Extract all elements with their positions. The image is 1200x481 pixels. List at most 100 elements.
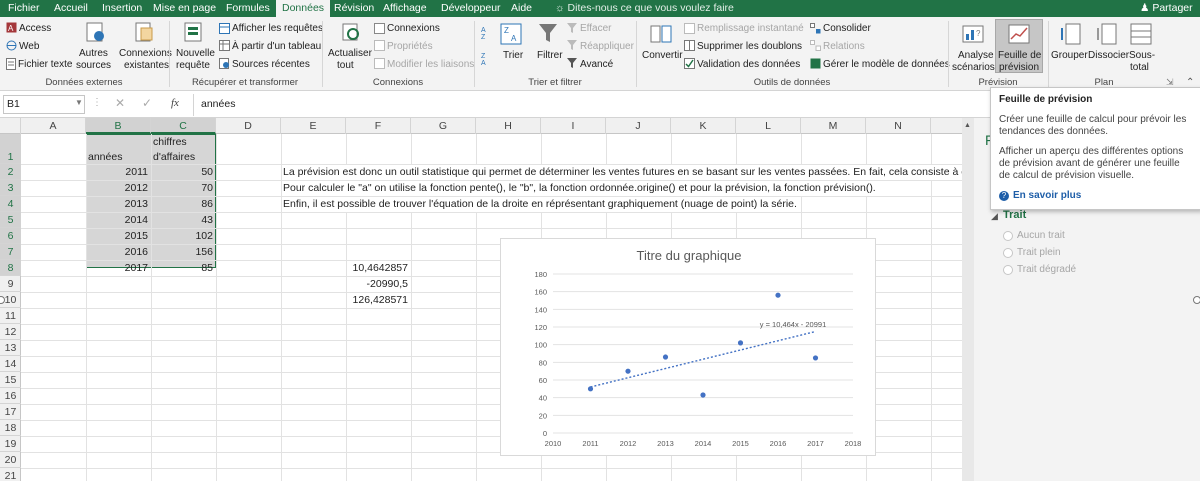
tell-me-box[interactable]: ☼ Dites-nous ce que vous voulez faire (555, 0, 734, 17)
effacer-button[interactable]: Effacer (580, 23, 612, 34)
cell-b7[interactable]: 2016 (124, 246, 148, 258)
col-header-d[interactable]: D (216, 118, 281, 134)
cell-b3[interactable]: 2012 (124, 182, 148, 194)
sources-recentes-button[interactable]: Sources récentes (232, 59, 310, 70)
cell-c5[interactable]: 43 (201, 214, 213, 226)
col-header-i[interactable]: I (541, 118, 606, 134)
check-icon[interactable]: ✓ (142, 96, 153, 110)
cell-c1-line1[interactable]: chiffres (153, 136, 187, 148)
row-header-6[interactable]: 6 (0, 228, 21, 244)
row-header-4[interactable]: 4 (0, 196, 21, 212)
cell-b5[interactable]: 2014 (124, 214, 148, 226)
radio-aucun-trait[interactable] (1003, 231, 1013, 241)
row-header-2[interactable]: 2 (0, 164, 21, 180)
fichier-texte-button[interactable]: Fichier texte (18, 59, 73, 70)
col-header-n[interactable]: N (866, 118, 931, 134)
insert-function-icon[interactable]: fx (171, 97, 179, 109)
formula-input[interactable]: années (201, 98, 236, 110)
cell-c8[interactable]: 85 (201, 262, 213, 274)
proprietes-button[interactable]: Propriétés (387, 41, 433, 52)
tab-affichage[interactable]: Affichage (383, 2, 427, 14)
scatter-chart[interactable]: Titre du graphique 0 20 40 60 80 100 120 140 160 1… (500, 238, 876, 456)
dissocier-button[interactable]: Dissocier (1088, 50, 1130, 61)
col-header-g[interactable]: G (411, 118, 476, 134)
row-header-10[interactable]: 10 (0, 292, 21, 308)
share-button[interactable]: ♟ Partager (1140, 0, 1193, 17)
col-header-m[interactable]: M (801, 118, 866, 134)
radio-trait-degrade[interactable] (1003, 265, 1013, 275)
tab-insertion[interactable]: Insertion (102, 2, 143, 14)
tab-accueil[interactable]: Accueil (54, 2, 88, 14)
tab-donnees[interactable]: Données (276, 0, 331, 17)
col-header-c[interactable]: C (151, 118, 216, 134)
cell-c2[interactable]: 50 (201, 166, 213, 178)
row-header-15[interactable]: 15 (0, 372, 21, 388)
grouper-button[interactable]: Grouper (1051, 50, 1088, 61)
connexions-existantes-button[interactable]: Connexions (119, 48, 172, 59)
col-header-e[interactable]: E (281, 118, 346, 134)
collapse-ribbon-icon[interactable]: ⌃ (1186, 77, 1195, 88)
row-header-18[interactable]: 18 (0, 420, 21, 436)
row-header-17[interactable]: 17 (0, 404, 21, 420)
row-header-7[interactable]: 7 (0, 244, 21, 260)
modifier-liaisons-button[interactable]: Modifier les liaisons (387, 59, 475, 70)
tooltip-learn-more[interactable]: ? En savoir plus (999, 190, 1193, 202)
cell-b1[interactable]: années (88, 151, 123, 163)
col-header-k[interactable]: K (671, 118, 736, 134)
cell-b8[interactable]: 2017 (124, 262, 148, 274)
cell-e2[interactable]: La prévision est donc un outil statistiq… (283, 165, 962, 180)
remplissage-instantane-button[interactable]: Remplissage instantané (697, 23, 804, 34)
row-header-9[interactable]: 9 (0, 276, 21, 292)
section-trait[interactable]: Trait (1003, 209, 1027, 221)
row-header-8[interactable]: 8 (0, 260, 21, 276)
resize-handle-icon[interactable] (1193, 296, 1200, 304)
worksheet-grid[interactable]: A B C D E F G H I J K L M N 1 2 3 4 5 6 … (0, 118, 962, 481)
reappliquer-button[interactable]: Réappliquer (580, 41, 634, 52)
avance-button[interactable]: Avancé (580, 59, 614, 70)
radio-trait-plein[interactable] (1003, 248, 1013, 258)
feuille-prevision-button[interactable] (995, 19, 1043, 73)
col-header-f[interactable]: F (346, 118, 411, 134)
tab-revision[interactable]: Révision (334, 2, 375, 14)
name-box[interactable]: B1 (3, 95, 85, 114)
cell-f9[interactable]: 10,4642857 (352, 262, 408, 274)
row-header-12[interactable]: 12 (0, 324, 21, 340)
cell-f10[interactable]: -20990,5 (366, 278, 408, 290)
row-header-20[interactable]: 20 (0, 452, 21, 468)
access-button[interactable]: Access (19, 23, 52, 34)
a-partir-tableau-button[interactable]: À partir d'un tableau (232, 41, 322, 52)
row-header-16[interactable]: 16 (0, 388, 21, 404)
cell-e4[interactable]: Enfin, il est possible de trouver l'équa… (283, 197, 797, 212)
analyse-scenarios-button[interactable]: Analyse (958, 50, 994, 61)
cancel-icon[interactable]: ✕ (115, 96, 126, 110)
row-header-3[interactable]: 3 (0, 180, 21, 196)
gerer-modele-button[interactable]: Gérer le modèle de données (823, 59, 950, 70)
supprimer-doublons-button[interactable]: Supprimer les doublons (697, 41, 803, 52)
cell-c4[interactable]: 86 (201, 198, 213, 210)
cell-c7[interactable]: 156 (195, 246, 213, 258)
row-header-5[interactable]: 5 (0, 212, 21, 228)
nouvelle-requete-button[interactable]: Nouvelle (176, 48, 215, 59)
actualiser-tout-button[interactable]: Actualiser (328, 48, 372, 59)
autres-sources-button[interactable]: Autres (79, 48, 108, 59)
chevron-down-icon[interactable]: ▼ (75, 98, 83, 107)
validation-donnees-button[interactable]: Validation des données (697, 59, 801, 70)
cell-c3[interactable]: 70 (201, 182, 213, 194)
convertir-button[interactable]: Convertir (642, 50, 683, 61)
trier-button[interactable]: Trier (503, 50, 524, 61)
dialog-launcher-icon[interactable]: ⇲ (1166, 77, 1174, 87)
connexions-button[interactable]: Connexions (387, 23, 440, 34)
col-header-l[interactable]: L (736, 118, 801, 134)
col-header-j[interactable]: J (606, 118, 671, 134)
row-header-1[interactable]: 1 (0, 134, 21, 164)
tab-mise-en-page[interactable]: Mise en page (153, 2, 217, 14)
collapse-triangle-icon[interactable]: ◢ (991, 211, 998, 221)
cell-b2[interactable]: 2011 (125, 166, 148, 178)
row-header-13[interactable]: 13 (0, 340, 21, 356)
col-header-b[interactable]: B (86, 118, 151, 134)
cell-b4[interactable]: 2013 (124, 198, 148, 210)
relations-button[interactable]: Relations (823, 41, 865, 52)
col-header-h[interactable]: H (476, 118, 541, 134)
row-header-21[interactable]: 21 (0, 468, 21, 481)
resize-handle-icon[interactable] (0, 296, 5, 304)
